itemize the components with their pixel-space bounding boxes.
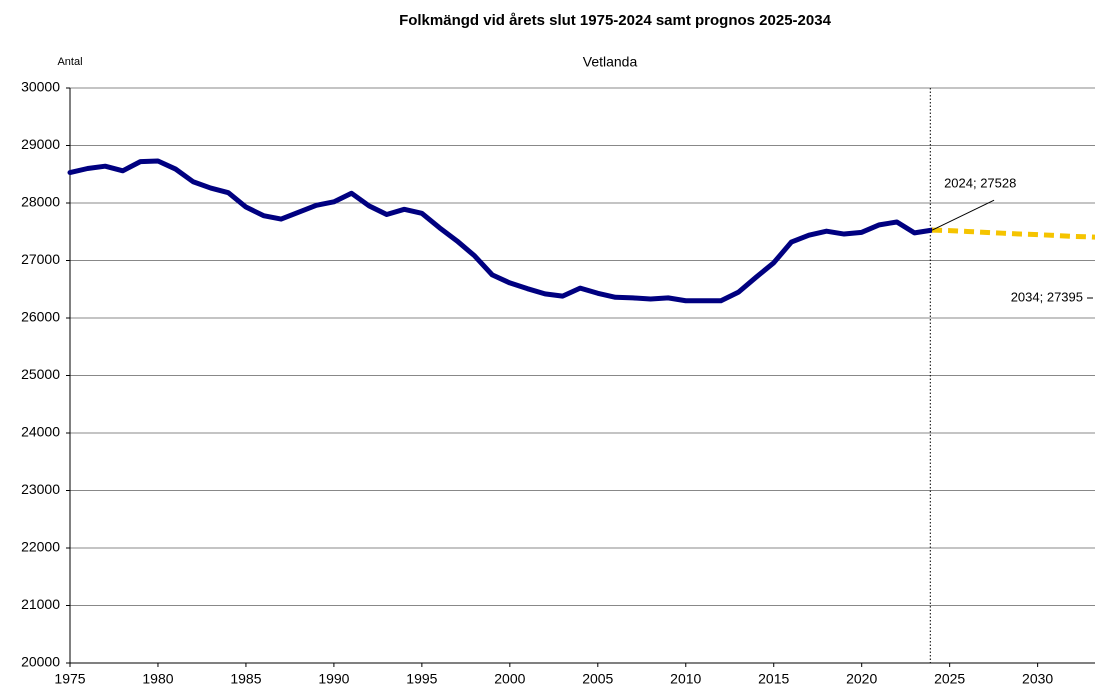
- x-tick-label: 1995: [406, 671, 437, 687]
- x-tick-label: 1980: [142, 671, 173, 687]
- y-tick-label: 30000: [21, 79, 60, 95]
- y-tick-label: 23000: [21, 481, 60, 497]
- x-tick-label: 2000: [494, 671, 525, 687]
- y-axis-label: Antal: [57, 56, 82, 68]
- annotation-leader: [931, 199, 995, 231]
- y-tick-label: 22000: [21, 539, 60, 555]
- y-tick-label: 29000: [21, 136, 60, 152]
- y-tick-label: 25000: [21, 366, 60, 382]
- x-tick-label: 2005: [582, 671, 613, 687]
- y-tick-label: 24000: [21, 424, 60, 440]
- chart-title: Folkmängd vid årets slut 1975-2024 samt …: [399, 12, 832, 29]
- x-tick-label: 1985: [230, 671, 261, 687]
- y-tick-label: 27000: [21, 251, 60, 267]
- x-tick-label: 2010: [670, 671, 701, 687]
- x-tick-label: 1990: [318, 671, 349, 687]
- x-tick-label: 2030: [1022, 671, 1053, 687]
- x-tick-label: 2025: [934, 671, 965, 687]
- annotation-label: 2024; 27528: [944, 176, 1016, 191]
- y-tick-label: 26000: [21, 309, 60, 325]
- x-tick-label: 1975: [54, 671, 85, 687]
- y-tick-label: 20000: [21, 654, 60, 670]
- y-tick-label: 21000: [21, 596, 60, 612]
- data-line: [67, 158, 935, 304]
- y-tick-label: 28000: [21, 194, 60, 210]
- x-tick-label: 2015: [758, 671, 789, 687]
- data-line: [932, 227, 1095, 240]
- x-tick-label: 2020: [846, 671, 877, 687]
- annotation-label: 2034; 27395: [1011, 289, 1083, 304]
- chart-subtitle: Vetlanda: [583, 54, 638, 70]
